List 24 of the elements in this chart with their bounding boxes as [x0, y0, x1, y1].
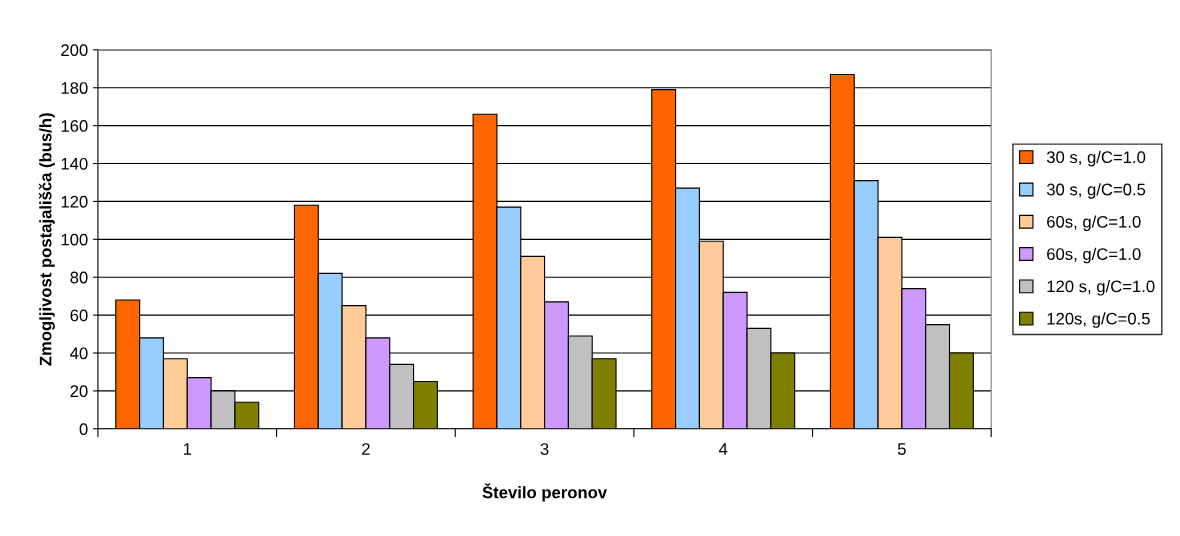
y-tick-label: 100 — [61, 233, 88, 246]
y-tick-label: 180 — [61, 82, 88, 94]
x-tick-label: 4 — [718, 443, 728, 455]
y-tick-label: 0 — [79, 423, 88, 435]
x-tick-label: 5 — [897, 443, 906, 455]
legend-label: 120s, g/C=0.5 — [1047, 312, 1150, 328]
legend-label: 60s, g/C=1.0 — [1047, 247, 1141, 264]
x-axis-title: Število peronov — [482, 483, 608, 502]
y-tick-label: 200 — [61, 44, 88, 57]
y-axis-title: Zmogljivost postajališča (bus/h) — [38, 113, 55, 366]
legend-label: 60s, g/C=1.0 — [1047, 215, 1141, 231]
x-tick-label: 2 — [362, 443, 370, 455]
y-tick-label: 160 — [61, 120, 88, 132]
legend-label: 30 s, g/C=0.5 — [1046, 183, 1146, 199]
y-tick-label: 80 — [70, 271, 88, 284]
legend-label: 120 s, g/C=1.0 — [1047, 280, 1155, 296]
y-tick-label: 120 — [61, 195, 88, 208]
x-tick-label: 3 — [540, 443, 549, 455]
y-tick-label: 140 — [61, 157, 88, 170]
y-tick-label: 40 — [70, 347, 88, 360]
y-tick-label: 20 — [70, 385, 88, 398]
x-tick-label: 1 — [183, 443, 192, 455]
y-tick-label: 60 — [70, 309, 88, 322]
legend-label: 30 s, g/C=1.0 — [1046, 150, 1146, 167]
